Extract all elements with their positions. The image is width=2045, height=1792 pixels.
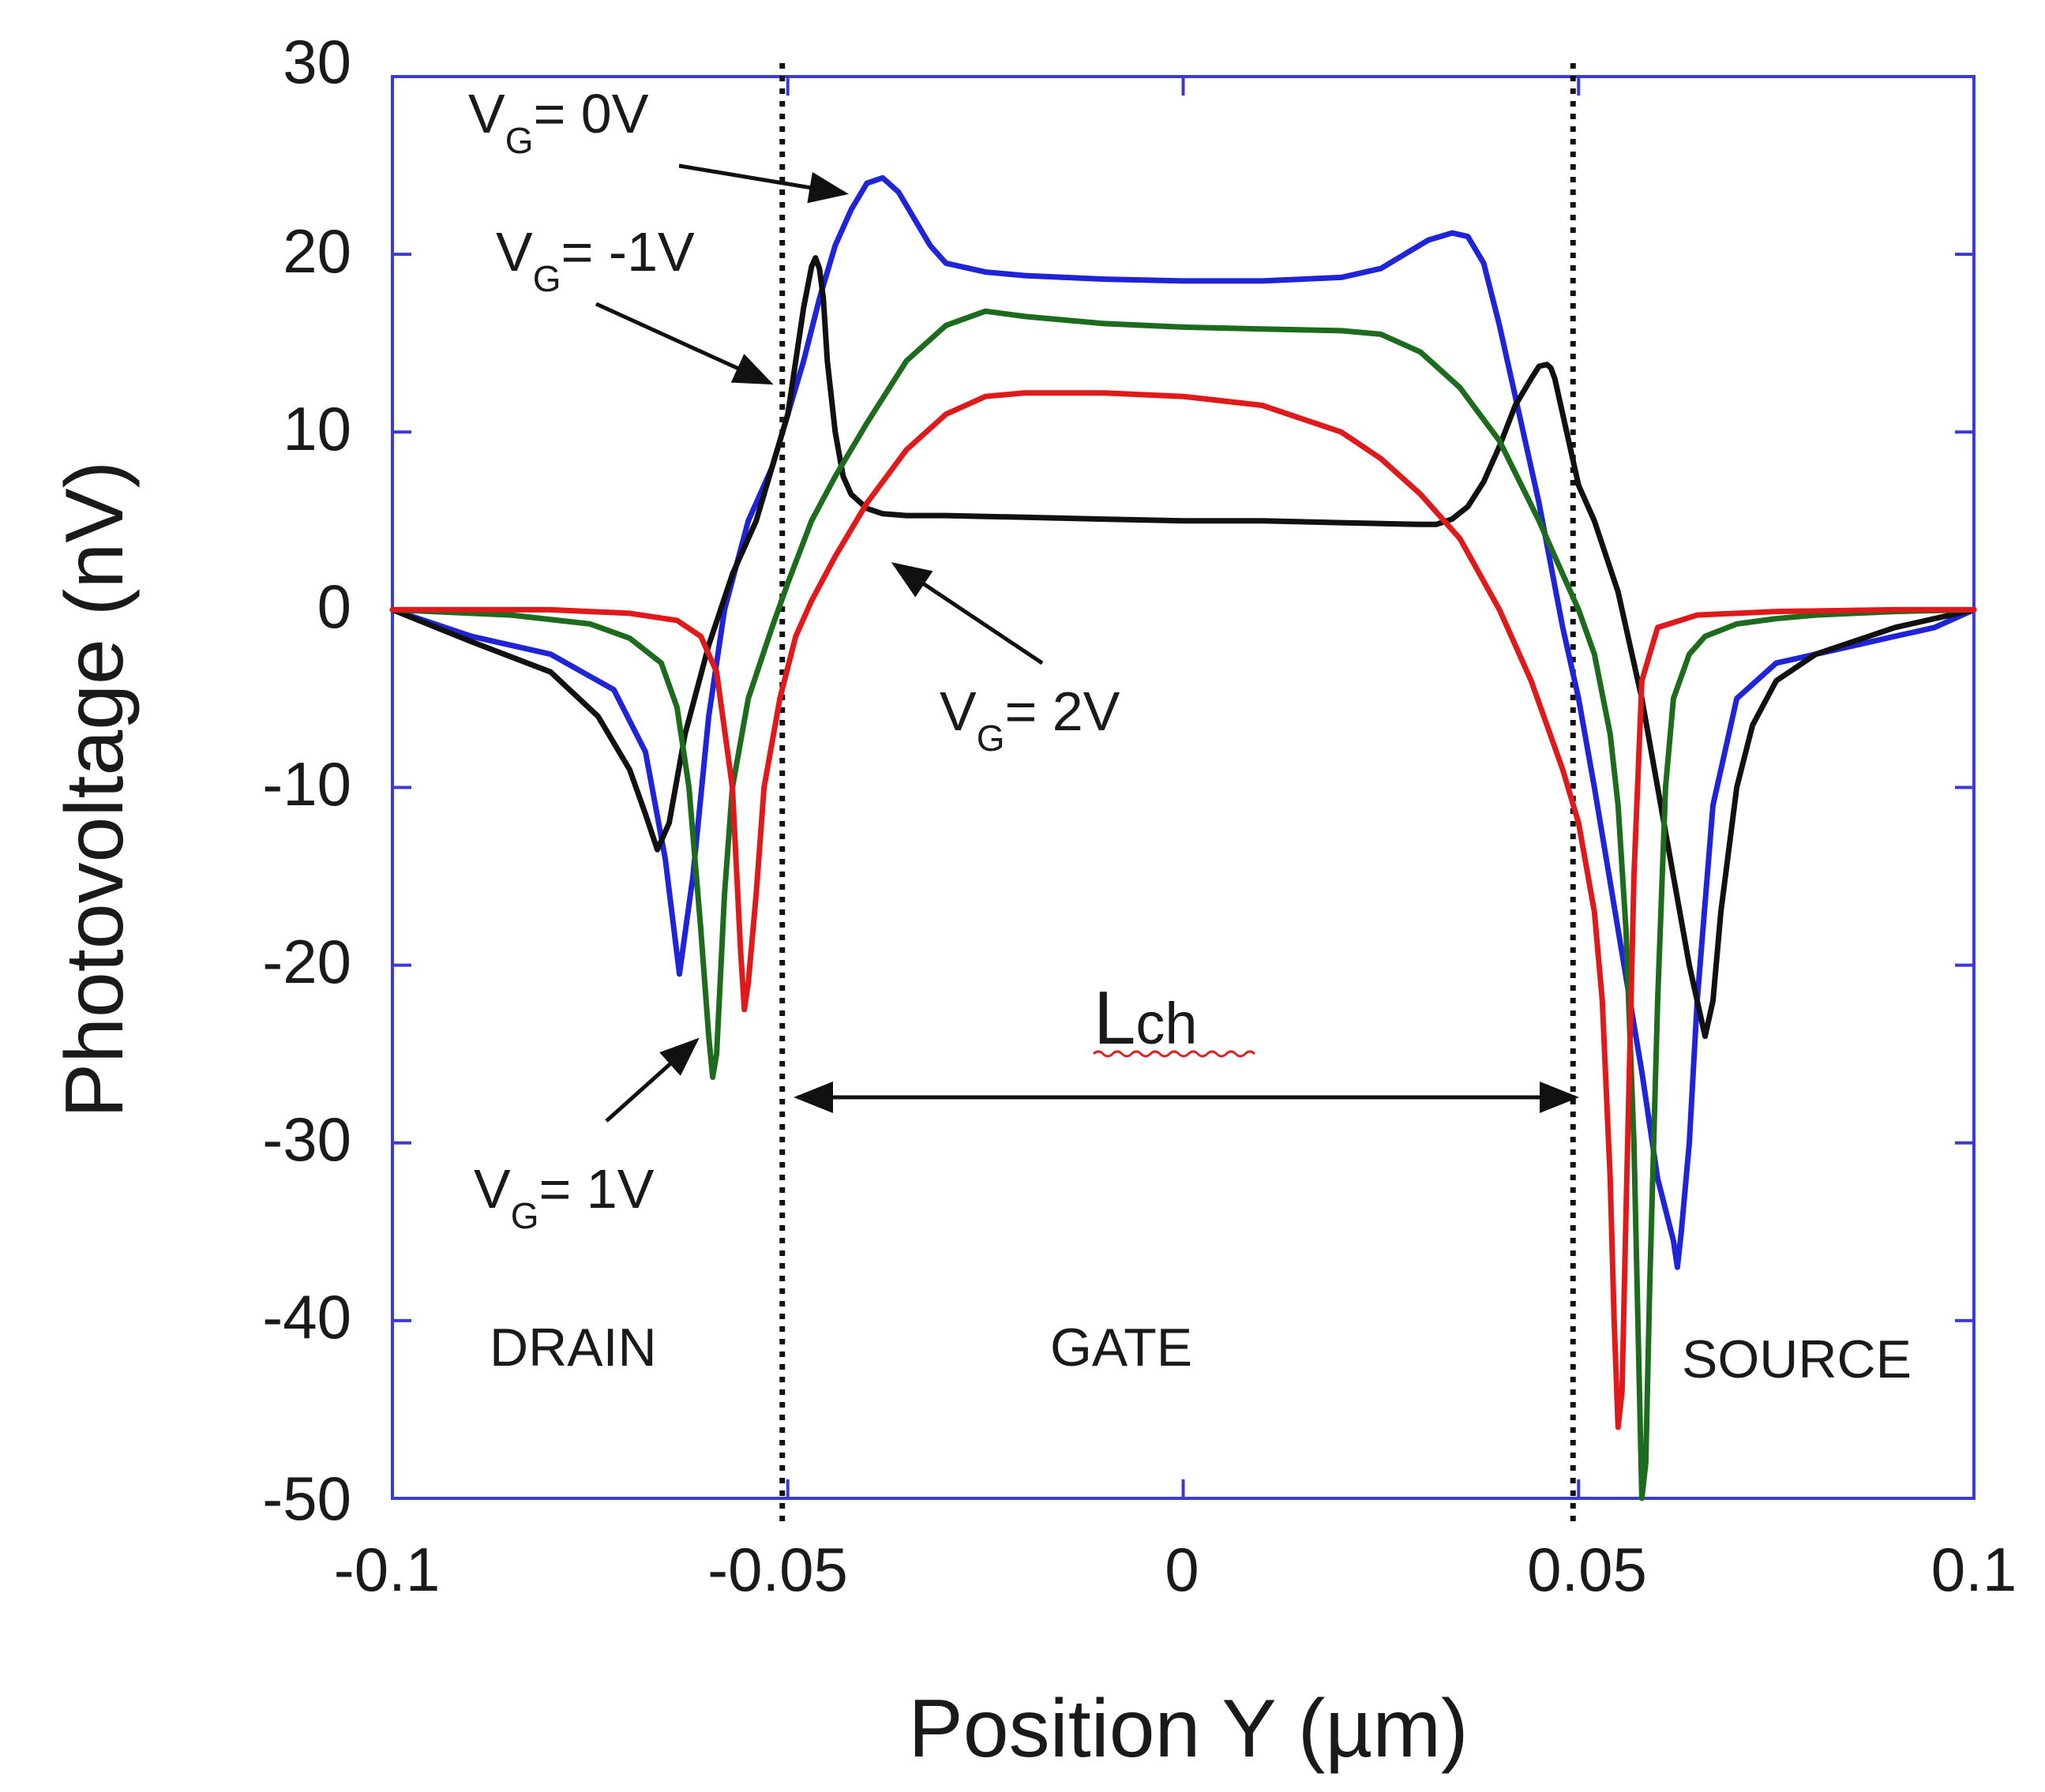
y-tick-label: 0	[317, 572, 351, 641]
series-line-vg-1v	[389, 255, 1977, 1040]
annotation-vg-minus1v-sub: G	[533, 258, 561, 299]
x-tick-label: 0.1	[1931, 1535, 2017, 1604]
annotation-vg-0v-sub: G	[505, 120, 534, 161]
x-tick-label: -0.05	[707, 1535, 848, 1604]
annotation-vg-2v-rest: = 2V	[1004, 680, 1120, 742]
y-tick-label: -20	[262, 927, 351, 996]
region-label-gate: GATE	[1050, 1318, 1192, 1378]
annotation-vg-0v-rest: = 0V	[533, 83, 648, 144]
series-line-vg-0v	[389, 174, 1977, 1270]
annotation-vg-1v-sub: G	[511, 1195, 539, 1236]
channel-length-sub: ch	[1135, 991, 1197, 1056]
x-tick-labels: -0.1 -0.05 0 0.05 0.1	[334, 1535, 2017, 1604]
y-tick-label: -30	[262, 1104, 351, 1174]
annotation-vg-2v-sub: G	[977, 718, 1005, 759]
x-tick-label: -0.1	[334, 1535, 440, 1604]
annotation-vg-1v-rest: = 1V	[538, 1158, 654, 1220]
y-tick-label: -50	[262, 1464, 351, 1533]
x-tick-label: 0	[1165, 1535, 1199, 1604]
annotation-vg-2v-v: V	[940, 680, 977, 742]
y-axis-title: Photovoltage (nV)	[49, 461, 141, 1119]
x-tick-label: 0.05	[1527, 1535, 1647, 1604]
y-tick-label: -10	[262, 749, 351, 819]
boundary-lines	[779, 63, 1576, 1524]
annotation-vg-2v: VG= 2V	[940, 680, 1120, 759]
series-line-vg-2v	[389, 390, 1977, 1430]
axis-ticks	[391, 75, 1976, 1500]
annotation-vg-0v: VG= 0V	[468, 83, 649, 161]
y-tick-labels: 30 20 10 0 -10 -20 -30 -40 -50	[262, 27, 351, 1533]
arrow-vg-0v	[678, 163, 849, 204]
annotation-vg-1v-v: V	[474, 1158, 511, 1220]
data-series	[389, 174, 1977, 1501]
y-tick-label: 20	[283, 216, 351, 286]
annotation-vg-minus1v: VG= -1V	[496, 221, 695, 299]
x-axis-title: Position Y (µm)	[908, 1683, 1468, 1775]
annotation-vg-1v: VG= 1V	[474, 1158, 655, 1236]
y-tick-label: -40	[262, 1282, 351, 1351]
series-line-vg-1v	[389, 308, 1977, 1501]
arrow-vg-1v	[605, 1037, 700, 1123]
channel-length-label: Lch	[1094, 976, 1198, 1060]
region-label-drain: DRAIN	[490, 1318, 657, 1378]
y-tick-label: 10	[283, 394, 351, 463]
annotation-vg-minus1v-rest: = -1V	[561, 221, 695, 283]
arrow-vg-minus1v	[595, 302, 774, 385]
region-label-source: SOURCE	[1682, 1329, 1912, 1389]
arrow-vg-2v	[891, 562, 1044, 665]
spellcheck-underline	[1092, 1050, 1256, 1058]
annotation-vg-0v-v: V	[468, 83, 505, 144]
y-tick-label: 30	[283, 27, 351, 96]
annotation-vg-minus1v-v: V	[496, 221, 533, 283]
channel-length-l: L	[1094, 976, 1135, 1060]
